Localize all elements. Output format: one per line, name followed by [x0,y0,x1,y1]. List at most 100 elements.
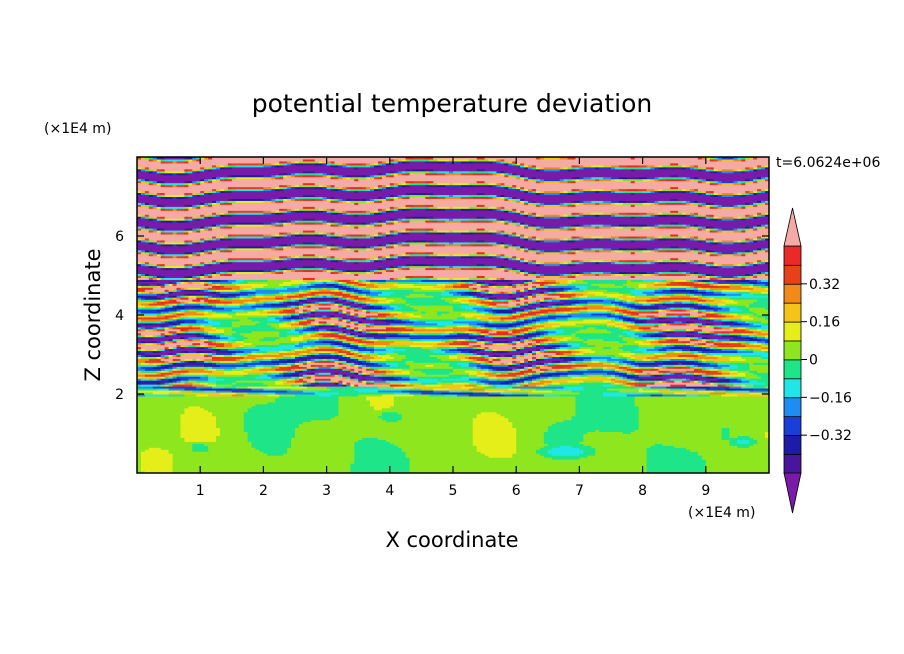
contour-cell [701,295,707,298]
contour-cell [646,318,707,322]
contour-cell [358,346,367,350]
contour-cell [255,289,300,292]
contour-cell [172,471,351,473]
contour-cell [500,318,505,322]
contour-cell [717,277,723,280]
contour-cell [476,380,482,383]
contour-cell [697,364,719,367]
contour-cell [200,338,205,342]
contour-cell [532,247,537,251]
contour-cell [358,285,367,288]
contour-cell [662,342,671,346]
contour-cell [713,277,719,280]
contour-cell [216,305,241,308]
contour-cell [532,287,537,290]
contour-cell [168,356,213,359]
contour-cell [216,271,221,275]
contour-cell [227,293,241,296]
contour-cell [555,318,569,322]
contour-cell [164,334,170,338]
contour-cell [259,338,276,342]
contour-cell [172,362,177,365]
contour-cell [686,328,691,332]
contour-cell [690,366,695,369]
contour-cell [496,366,509,369]
contour-cell [342,352,347,355]
contour-cell [417,376,462,379]
contour-cell [733,376,746,379]
contour-cell [729,435,738,438]
contour-cell [350,271,367,275]
contour-cell [737,334,742,338]
contour-cell [204,390,217,393]
contour-cell [516,447,541,450]
contour-cell [492,340,501,344]
contour-cell [176,358,181,361]
contour-cell [366,368,371,371]
contour-cell [508,293,513,296]
contour-cell [397,281,418,284]
contour-cell [212,360,221,363]
contour-cell [413,360,474,363]
contour-cell [350,301,355,304]
contour-cell [338,346,343,350]
contour-cell [314,324,320,328]
contour-cell [638,376,707,379]
contour-cell [334,330,339,334]
contour-cell [295,360,300,363]
contour-cell [204,350,213,354]
contour-cell [449,362,458,365]
contour-cell [508,309,521,312]
contour-cell [212,291,217,294]
contour-cell [437,313,442,316]
contour-cell [690,315,695,318]
contour-cell [524,316,529,320]
contour-cell [741,253,746,257]
contour-cell [705,461,769,464]
contour-cell [362,366,367,369]
contour-cell [658,307,667,310]
contour-cell [603,299,616,302]
contour-cell [551,344,561,348]
contour-cell [330,303,335,306]
contour-cell [358,326,387,330]
contour-cell [397,313,407,316]
contour-cell [137,334,142,338]
contour-cell [512,328,521,332]
contour-cell [362,289,371,292]
contour-cell [460,340,470,344]
contour-cell [421,392,442,395]
contour-cell [693,315,699,318]
contour-cell [160,447,193,450]
contour-cell [200,275,205,278]
contour-cell [358,439,387,442]
contour-cell [697,315,703,318]
contour-cell [484,332,490,336]
contour-cell [342,354,347,357]
contour-cell [239,303,245,306]
contour-cell [737,320,746,324]
contour-cell [330,259,335,263]
contour-cell [267,283,280,286]
contour-cell [618,368,624,371]
contour-cell [247,352,253,355]
contour-cell [761,291,769,294]
contour-cell [370,303,375,306]
contour-cell [429,277,438,280]
contour-cell [140,328,146,332]
contour-cell [231,382,237,385]
contour-cell [508,320,513,324]
contour-cell [393,318,403,322]
contour-cell [528,332,541,336]
contour-cell [662,315,667,318]
contour-cell [370,366,411,369]
contour-cell [599,360,608,363]
contour-cell [223,273,233,276]
contour-cell [591,271,604,275]
contour-cell [535,271,572,275]
contour-cell [172,283,177,286]
contour-cell [385,370,395,373]
contour-cell [263,358,272,361]
contour-cell [204,283,209,286]
contour-cell [670,360,683,363]
